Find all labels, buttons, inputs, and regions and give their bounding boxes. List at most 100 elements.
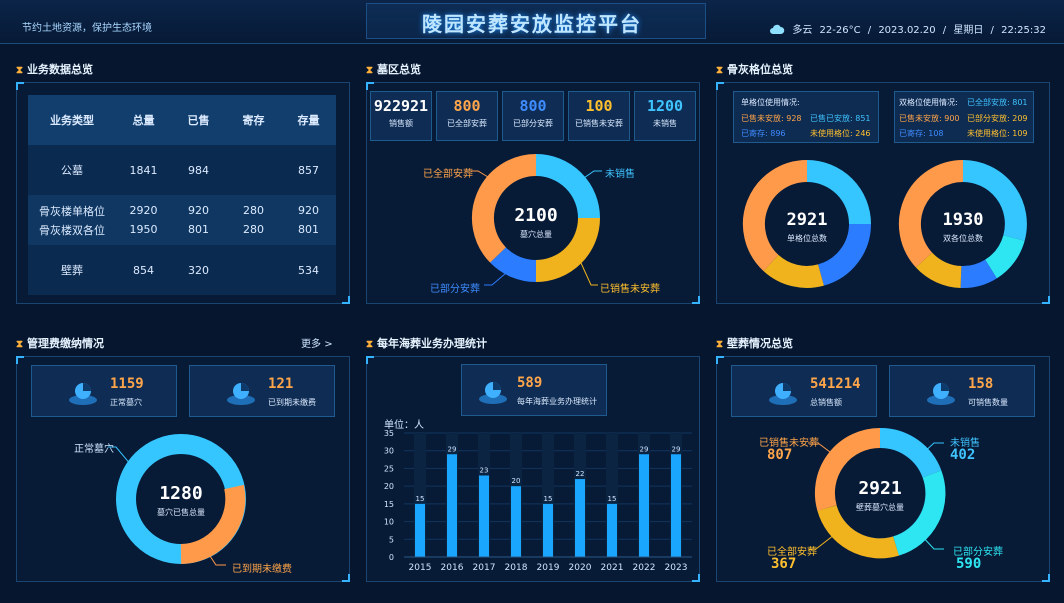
table-row: 骨灰楼单格位 2920 920 280 920 (39, 204, 319, 218)
donut-seg-unsold (535, 154, 600, 219)
bar (447, 454, 457, 557)
mgmt-panel-title: ⧗ 管理费缴纳情况 (16, 337, 105, 350)
mgmt-donut (108, 434, 246, 566)
x-tick-label: 2019 (537, 563, 560, 573)
value-unsold: 402 (950, 447, 976, 463)
pie-chart-icon (479, 382, 507, 404)
y-tick-label: 35 (384, 429, 394, 438)
y-tick-label: 5 (389, 535, 394, 544)
bar-value-label: 23 (480, 467, 489, 475)
label-full-buried: 已全部安葬 (767, 547, 817, 558)
more-link[interactable]: 更多 > (301, 339, 333, 350)
bar (607, 503, 617, 557)
title-frame (366, 3, 706, 39)
double-donut-center: 1930 双各位总数 (942, 210, 984, 243)
table-header: 业务类型 总量 已售 寄存 存量 (28, 95, 336, 145)
table-row: 骨灰楼双各位 1950 801 280 801 (39, 223, 319, 237)
value-full-buried: 367 (771, 556, 797, 572)
donut-seg-double-sold-unplaced (898, 159, 964, 268)
donut-seg-single-sold-unplaced (742, 159, 808, 272)
stat-normal-graves: 1159 正常墓穴 (31, 365, 177, 417)
bar (639, 454, 649, 557)
x-tick-label: 2022 (633, 563, 656, 573)
hourglass-icon: ⧗ (16, 339, 24, 350)
bar-value-label: 15 (416, 495, 425, 503)
bar (575, 479, 585, 557)
y-tick-label: 25 (384, 464, 394, 473)
table-row: 公墓 1841 984 857 (28, 145, 336, 195)
bar-value-label: 29 (448, 445, 457, 453)
label-expired: 已到期未缴费 (232, 564, 292, 575)
x-tick-label: 2020 (569, 563, 592, 573)
weather-text: 多云 (792, 25, 813, 36)
y-tick-label: 0 (389, 553, 394, 562)
pie-chart-icon (927, 383, 955, 405)
label-full-buried: 已全部安葬 (423, 169, 473, 180)
bar (511, 486, 521, 557)
hourglass-icon: ⧗ (366, 65, 374, 76)
cemetery-panel-title: ⧗ 墓区总览 (366, 63, 422, 76)
stat-total-sales: 541214 总销售额 (731, 365, 877, 417)
x-tick-label: 2018 (505, 563, 528, 573)
single-donut-center: 2921 单格位总数 (786, 210, 828, 243)
donut-seg-sold-not-buried (814, 427, 881, 511)
weekday: 星期日 (953, 25, 984, 36)
business-table: 业务类型 总量 已售 寄存 存量 公墓 1841 984 857 骨灰楼单格位 … (28, 95, 336, 295)
bar-value-label: 20 (512, 477, 521, 485)
sea-bar-chart: 0 5 10 15 20 25 30 35 15 2015 29 2016 23 2017 20 2018 15… (384, 429, 692, 573)
x-tick-label: 2021 (601, 563, 624, 573)
stat-sold-not-buried: 100 已销售未安葬 (568, 91, 630, 141)
pie-chart-icon (69, 383, 97, 405)
y-tick-label: 20 (384, 482, 394, 491)
stat-sales: 922921 销售额 (370, 91, 432, 141)
wall-donut-center: 2921 壁葬墓穴总量 (856, 478, 904, 512)
wall-donut (808, 427, 946, 559)
x-tick-label: 2023 (665, 563, 688, 573)
donut-seg-partial (490, 246, 537, 283)
value-partial: 590 (956, 556, 982, 572)
page-title: 陵园安葬安放监控平台 (422, 12, 642, 36)
bar (543, 503, 553, 557)
slogan: 节约土地资源，保护生态环境 (22, 23, 152, 34)
ash-panel-title: ⧗ 骨灰格位总览 (716, 63, 794, 76)
business-panel-title: ⧗ 业务数据总览 (16, 63, 94, 76)
hourglass-icon: ⧗ (366, 339, 374, 350)
clock: 22:25:32 (1001, 25, 1046, 36)
ash-donuts (742, 159, 1027, 289)
stat-partial-buried: 800 已部分安葬 (502, 91, 564, 141)
label-normal: 正常墓穴 (74, 444, 114, 455)
donut-seg-double-partial (984, 234, 1025, 279)
bar (415, 503, 425, 557)
bar-value-label: 29 (672, 445, 681, 453)
label-partial: 已部分安葬 (430, 284, 480, 295)
stat-available: 158 可销售数量 (889, 365, 1035, 417)
cemetery-donut-center: 2100 墓穴总量 (514, 205, 558, 239)
header-bar: 节约土地资源，保护生态环境 陵园安葬安放监控平台 多云 22-26°C / 20… (0, 0, 1064, 44)
x-tick-label: 2016 (441, 563, 464, 573)
y-tick-label: 15 (384, 500, 394, 509)
chevron-right-icon: > (324, 339, 333, 350)
table-row: 壁葬 854 320 534 (28, 245, 336, 295)
x-tick-label: 2015 (409, 563, 432, 573)
donut-seg-full (817, 504, 899, 559)
donut-seg-full (471, 154, 537, 263)
bar-value-label: 15 (544, 495, 553, 503)
donut-seg-double-unused (915, 252, 962, 288)
value-sold-not-buried: 807 (767, 447, 793, 463)
single-usage-box: 单格位使用情况: 已售未安放: 928 已售已安放: 851 已寄存: 896 … (733, 91, 879, 143)
cloud-icon (770, 24, 785, 34)
cemetery-donut (471, 154, 602, 286)
label-partial: 已部分安葬 (953, 547, 1003, 558)
chart-unit: 单位：人 (384, 420, 424, 431)
hourglass-icon: ⧗ (16, 65, 24, 76)
label-sold-not-buried: 已销售未安葬 (600, 284, 660, 295)
donut-seg-single-stored (817, 223, 871, 286)
donut-seg-double-stored (960, 259, 997, 289)
stat-expired-unpaid: 121 已到期未缴费 (189, 365, 335, 417)
stat-unsold: 1200 未销售 (634, 91, 696, 141)
y-tick-label: 30 (384, 447, 394, 456)
pie-chart-icon (769, 383, 797, 405)
y-tick-label: 10 (384, 518, 394, 527)
table-row-group: 骨灰楼单格位 2920 920 280 920 骨灰楼双各位 1950 801 … (28, 195, 336, 245)
bar (671, 454, 681, 557)
